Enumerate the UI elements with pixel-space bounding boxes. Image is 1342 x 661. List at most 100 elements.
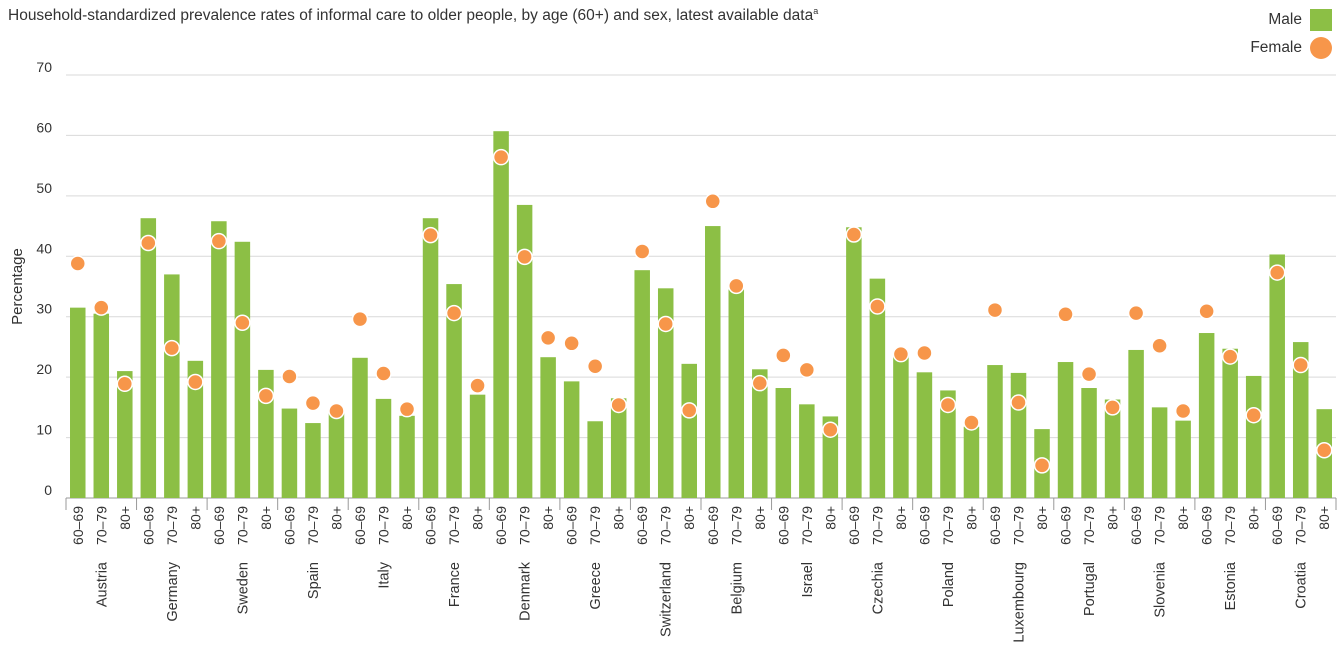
dot-female [1127, 304, 1145, 322]
bar-male [940, 390, 956, 498]
dot-female [210, 232, 228, 250]
x-tick-label: 80+ [258, 506, 274, 530]
y-tick-label: 0 [44, 482, 52, 498]
x-tick-label: 60–69 [423, 506, 439, 545]
dot-female [680, 402, 698, 419]
bar-male [70, 307, 86, 498]
x-tick-label: 60–69 [70, 506, 86, 545]
dot-female [375, 365, 392, 382]
dot-female [469, 377, 486, 394]
group-label: Spain [306, 562, 322, 599]
y-tick-label: 20 [36, 361, 52, 377]
dot-female [281, 368, 298, 385]
y-tick-label: 10 [36, 422, 52, 438]
group-label: France [447, 562, 463, 607]
dot-female [986, 301, 1004, 319]
group-label: Poland [941, 562, 957, 607]
x-tick-label: 80+ [470, 506, 486, 530]
x-tick-label: 60–69 [281, 506, 297, 545]
dot-female [539, 329, 557, 347]
bar-male [987, 365, 1003, 498]
x-tick-label: 80+ [893, 506, 909, 530]
bar-male [399, 415, 415, 498]
dot-female [492, 148, 510, 166]
x-tick-label: 70–79 [446, 506, 462, 545]
x-tick-label: 80+ [117, 506, 133, 530]
dot-female [1057, 306, 1074, 323]
bar-male [1269, 254, 1285, 498]
dot-female [93, 299, 110, 316]
dot-female [1292, 356, 1309, 374]
x-tick-label: 60–69 [1199, 506, 1215, 545]
bar-male [1081, 388, 1097, 498]
bar-male [587, 421, 603, 498]
x-tick-label: 80+ [1105, 506, 1121, 530]
group-label: Luxembourg [1012, 562, 1028, 643]
x-tick-label: 80+ [328, 506, 344, 530]
dot-female [116, 375, 134, 393]
x-tick-label: 60–69 [1269, 506, 1285, 545]
x-tick-label: 70–79 [305, 506, 321, 545]
bar-male [657, 288, 674, 498]
x-tick-label: 60–69 [987, 506, 1003, 545]
bar-male [1222, 348, 1238, 498]
bar-male [799, 404, 815, 498]
legend-item-male: Male [1250, 6, 1332, 34]
x-tick-label: 80+ [399, 506, 415, 530]
bar-male [893, 354, 909, 498]
x-tick-label: 70–79 [164, 506, 180, 545]
x-tick-label: 70–79 [517, 506, 533, 545]
x-tick-label: 80+ [540, 506, 556, 530]
group-label: Belgium [729, 562, 745, 614]
x-tick-label: 80+ [187, 506, 203, 530]
x-tick-label: 60–69 [1128, 506, 1144, 545]
x-tick-label: 70–79 [93, 506, 109, 545]
legend-swatch-male [1310, 9, 1332, 31]
dot-female [751, 374, 769, 392]
x-tick-label: 60–69 [493, 506, 509, 545]
y-tick-label: 50 [36, 180, 52, 196]
dot-female [304, 394, 322, 412]
group-label: Portugal [1082, 562, 1098, 616]
bar-male [93, 313, 110, 498]
x-tick-label: 70–79 [587, 506, 603, 545]
male-bars [70, 131, 1332, 499]
bar-male [1245, 375, 1262, 498]
x-tick-label: 70–79 [1152, 506, 1168, 545]
group-label: Slovenia [1153, 561, 1169, 618]
dot-female [1033, 457, 1051, 474]
dot-female [586, 358, 604, 375]
dot-female [845, 226, 863, 243]
x-tick-label: 60–69 [705, 506, 721, 545]
x-tick-label: 60–69 [564, 506, 580, 545]
dot-female [1080, 365, 1098, 383]
dot-female [916, 344, 933, 362]
x-tick-label: 70–79 [940, 506, 956, 545]
dot-female [939, 396, 957, 414]
bar-male [563, 381, 580, 498]
x-tick-label: 70–79 [728, 506, 744, 545]
dot-female [1315, 442, 1333, 459]
x-tick-label: 70–79 [1081, 506, 1097, 545]
dot-female [822, 421, 839, 438]
bar-male [422, 218, 439, 499]
bar-male [1175, 420, 1191, 498]
legend-label-male: Male [1268, 11, 1302, 28]
bar-male [846, 227, 862, 498]
group-label: Switzerland [659, 562, 675, 637]
dot-female [704, 193, 722, 210]
bar-male [540, 357, 556, 498]
group-label: Denmark [518, 561, 534, 621]
x-tick-label: 70–79 [1293, 506, 1309, 545]
bar-male [1057, 362, 1074, 498]
bar-male [516, 204, 533, 498]
group-label: Greece [588, 562, 604, 610]
bar-male [775, 388, 792, 498]
y-tick-label: 40 [36, 240, 52, 256]
y-tick-label: 70 [36, 59, 52, 75]
bar-male [305, 423, 321, 498]
bar-male [1128, 349, 1144, 498]
legend-item-female: Female [1250, 34, 1332, 62]
dot-female [869, 298, 886, 315]
